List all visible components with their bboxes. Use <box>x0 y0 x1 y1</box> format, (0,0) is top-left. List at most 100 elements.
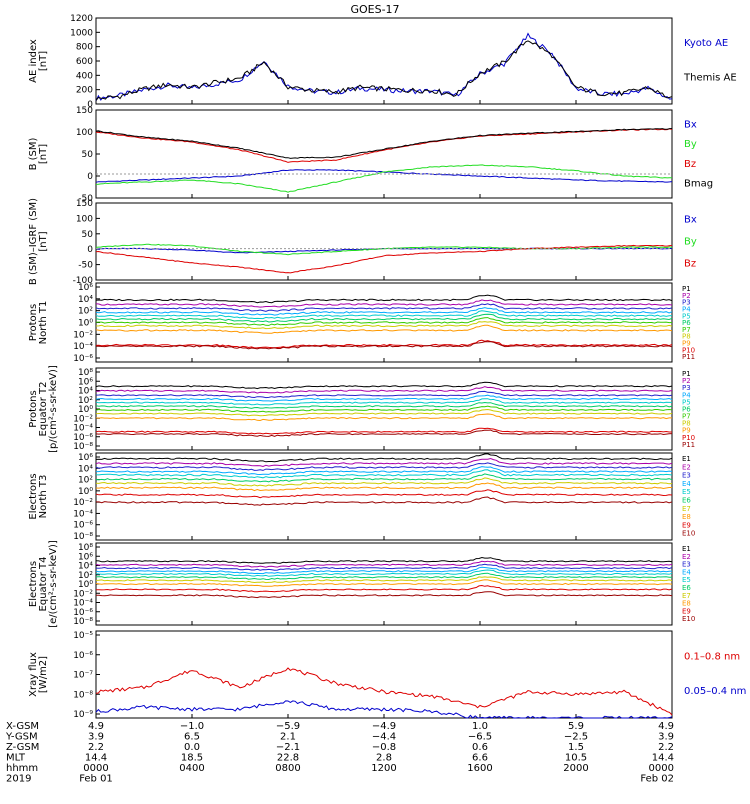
y-tick-label: 10⁻⁹ <box>73 710 93 720</box>
legend-e1: E1 <box>682 545 691 553</box>
y-tick-label: 10⁰ <box>78 580 93 590</box>
legend-p3: P3 <box>682 299 691 307</box>
y-axis-label: ElectronsNorth T3 <box>28 473 49 519</box>
panel-ae: AE index[nT] 0 200 400 600 800 1000 1200 Kyoto A… <box>28 14 737 110</box>
channel-e8 <box>95 482 672 492</box>
ephemeris-value: −4.4 <box>372 732 396 743</box>
legend-p7: P7 <box>682 413 691 421</box>
y-axis-label: ProtonsNorth T1 <box>28 301 49 345</box>
ephemeris-row-label: Y-GSM <box>5 732 38 743</box>
channel-p10 <box>95 339 673 349</box>
ephemeris-value: −0.8 <box>372 742 396 753</box>
y-tick-label: 0 <box>87 172 93 182</box>
y-tick-label: 10⁰ <box>78 405 93 415</box>
channel-p8 <box>95 408 673 417</box>
legend-bmag: Bmag <box>684 178 713 189</box>
ephemeris-value: 1200 <box>371 763 396 774</box>
ephemeris-value: 2.2 <box>658 742 674 753</box>
legend-p11: P11 <box>682 353 695 361</box>
legend-by: By <box>684 139 697 150</box>
y-tick-label: 800 <box>76 43 93 53</box>
legend-p10: P10 <box>682 434 695 442</box>
ephemeris-value: 6.6 <box>472 753 488 764</box>
channel-e9 <box>96 584 673 593</box>
y-tick-label: 10⁻⁶ <box>73 521 93 531</box>
ephemeris-value: 2.1 <box>280 732 296 743</box>
channel-e8 <box>95 579 673 587</box>
y-axis-label-line: [W/m2] <box>38 656 49 693</box>
y-tick-label: 10⁻² <box>73 414 93 424</box>
y-axis-label-line: Equator T2 <box>38 382 49 437</box>
y-axis-label-line: North T1 <box>38 301 49 345</box>
y-tick-label: 10⁻⁶ <box>73 651 93 661</box>
y-tick-label: 50 <box>82 230 94 240</box>
series-0-05-0-4-nm <box>95 700 673 719</box>
channel-e3 <box>95 462 673 471</box>
channel-p11 <box>96 341 673 350</box>
series-themis-ae <box>95 40 673 101</box>
channel-p1 <box>95 381 673 390</box>
y-tick-label: 50 <box>82 150 94 160</box>
channel-e9 <box>95 489 673 499</box>
panel-bsm: B (SM)[nT] -50 0 50 100 150 Bx By Bz Bmag <box>28 106 713 204</box>
series-bz <box>95 128 673 163</box>
y-axis-label-line: AE index <box>28 39 39 83</box>
y-tick-label: 0 <box>87 245 93 255</box>
y-tick-label: 600 <box>76 57 93 67</box>
channel-p2 <box>96 386 673 394</box>
ephemeris-row-label: X-GSM <box>6 721 39 732</box>
y-axis-label-line: Electrons <box>28 473 39 519</box>
channel-e1 <box>95 556 673 564</box>
y-tick-label: 10⁴ <box>78 387 93 397</box>
ephemeris-value: 3.9 <box>88 732 104 743</box>
ephemeris-value: 18.5 <box>181 753 203 764</box>
y-tick-label: 10² <box>78 307 93 317</box>
legend-e10: E10 <box>682 530 695 538</box>
channel-p10 <box>95 427 672 435</box>
legend-kyoto-ae: Kyoto AE <box>684 38 728 49</box>
ephemeris-value: 6.5 <box>184 732 200 743</box>
panel-p2: ProtonsEquator T2[p/(cm²-s-sr-keV)] 10⁸10… <box>28 365 695 453</box>
ephemeris-row-label: 2019 <box>6 774 31 785</box>
y-tick-label: 400 <box>76 71 93 81</box>
legend-p8: P8 <box>682 333 691 341</box>
channel-p11 <box>95 429 673 437</box>
legend-e9: E9 <box>682 521 691 529</box>
channel-p3 <box>95 303 673 312</box>
y-tick-label: -100 <box>73 276 94 286</box>
y-tick-label: 10⁶ <box>78 283 93 293</box>
y-tick-label: 10⁻⁴ <box>73 342 93 352</box>
channel-p7 <box>95 317 673 326</box>
panel-e2: ElectronsEquator T4[e/(cm²-s-sr-keV)] 10⁸… <box>28 540 695 628</box>
y-tick-label: 10⁶ <box>78 377 93 387</box>
y-tick-label: 10⁻⁸ <box>73 617 93 627</box>
ephemeris-value: 22.8 <box>277 753 299 764</box>
ephemeris-value: 3.9 <box>658 732 674 743</box>
legend-p9: P9 <box>682 340 691 348</box>
legend-bx: Bx <box>684 214 697 225</box>
channel-e4 <box>95 566 673 575</box>
ephemeris-value: −2.5 <box>564 732 588 743</box>
legend-bz: Bz <box>684 258 696 269</box>
y-tick-label: 10⁻⁶ <box>73 608 93 618</box>
ephemeris-value: 4.9 <box>658 721 674 732</box>
channel-p9 <box>95 413 672 422</box>
series-kyoto-ae <box>95 32 673 102</box>
legend-e5: E5 <box>682 576 691 584</box>
legend-p4: P4 <box>682 391 691 399</box>
channel-e7 <box>95 576 673 584</box>
channel-p2 <box>95 299 673 308</box>
ephemeris-value: 0800 <box>275 763 300 774</box>
legend-p4: P4 <box>682 305 691 313</box>
y-tick-label: 10⁸ <box>78 368 93 378</box>
ephemeris-value: 0000 <box>83 763 108 774</box>
channel-p1 <box>95 294 673 304</box>
legend-e1: E1 <box>682 455 691 463</box>
y-axis-label-line: Electrons <box>28 561 39 607</box>
y-axis-label-line: Xray flux <box>28 652 39 697</box>
y-axis-label: B (SM)–IGRF (SM)[nT] <box>28 198 49 285</box>
legend-e7: E7 <box>682 505 691 513</box>
